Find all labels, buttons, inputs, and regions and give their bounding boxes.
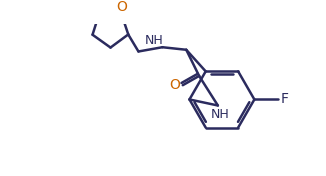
Text: O: O [116,0,127,14]
Text: F: F [280,92,288,106]
Text: NH: NH [211,108,230,121]
Text: O: O [169,78,180,92]
Text: NH: NH [144,34,163,47]
